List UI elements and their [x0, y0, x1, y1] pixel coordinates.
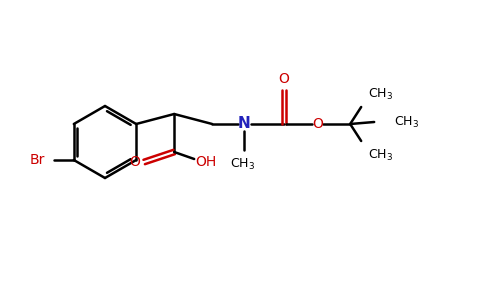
Text: O: O — [130, 155, 141, 169]
Text: CH$_3$: CH$_3$ — [229, 156, 255, 172]
Text: CH$_3$: CH$_3$ — [368, 86, 393, 101]
Text: CH$_3$: CH$_3$ — [394, 114, 419, 130]
Text: Br: Br — [30, 153, 45, 167]
Text: N: N — [238, 116, 251, 131]
Text: O: O — [313, 117, 324, 131]
Text: O: O — [279, 72, 289, 86]
Text: OH: OH — [196, 155, 217, 169]
Text: CH$_3$: CH$_3$ — [368, 147, 393, 163]
